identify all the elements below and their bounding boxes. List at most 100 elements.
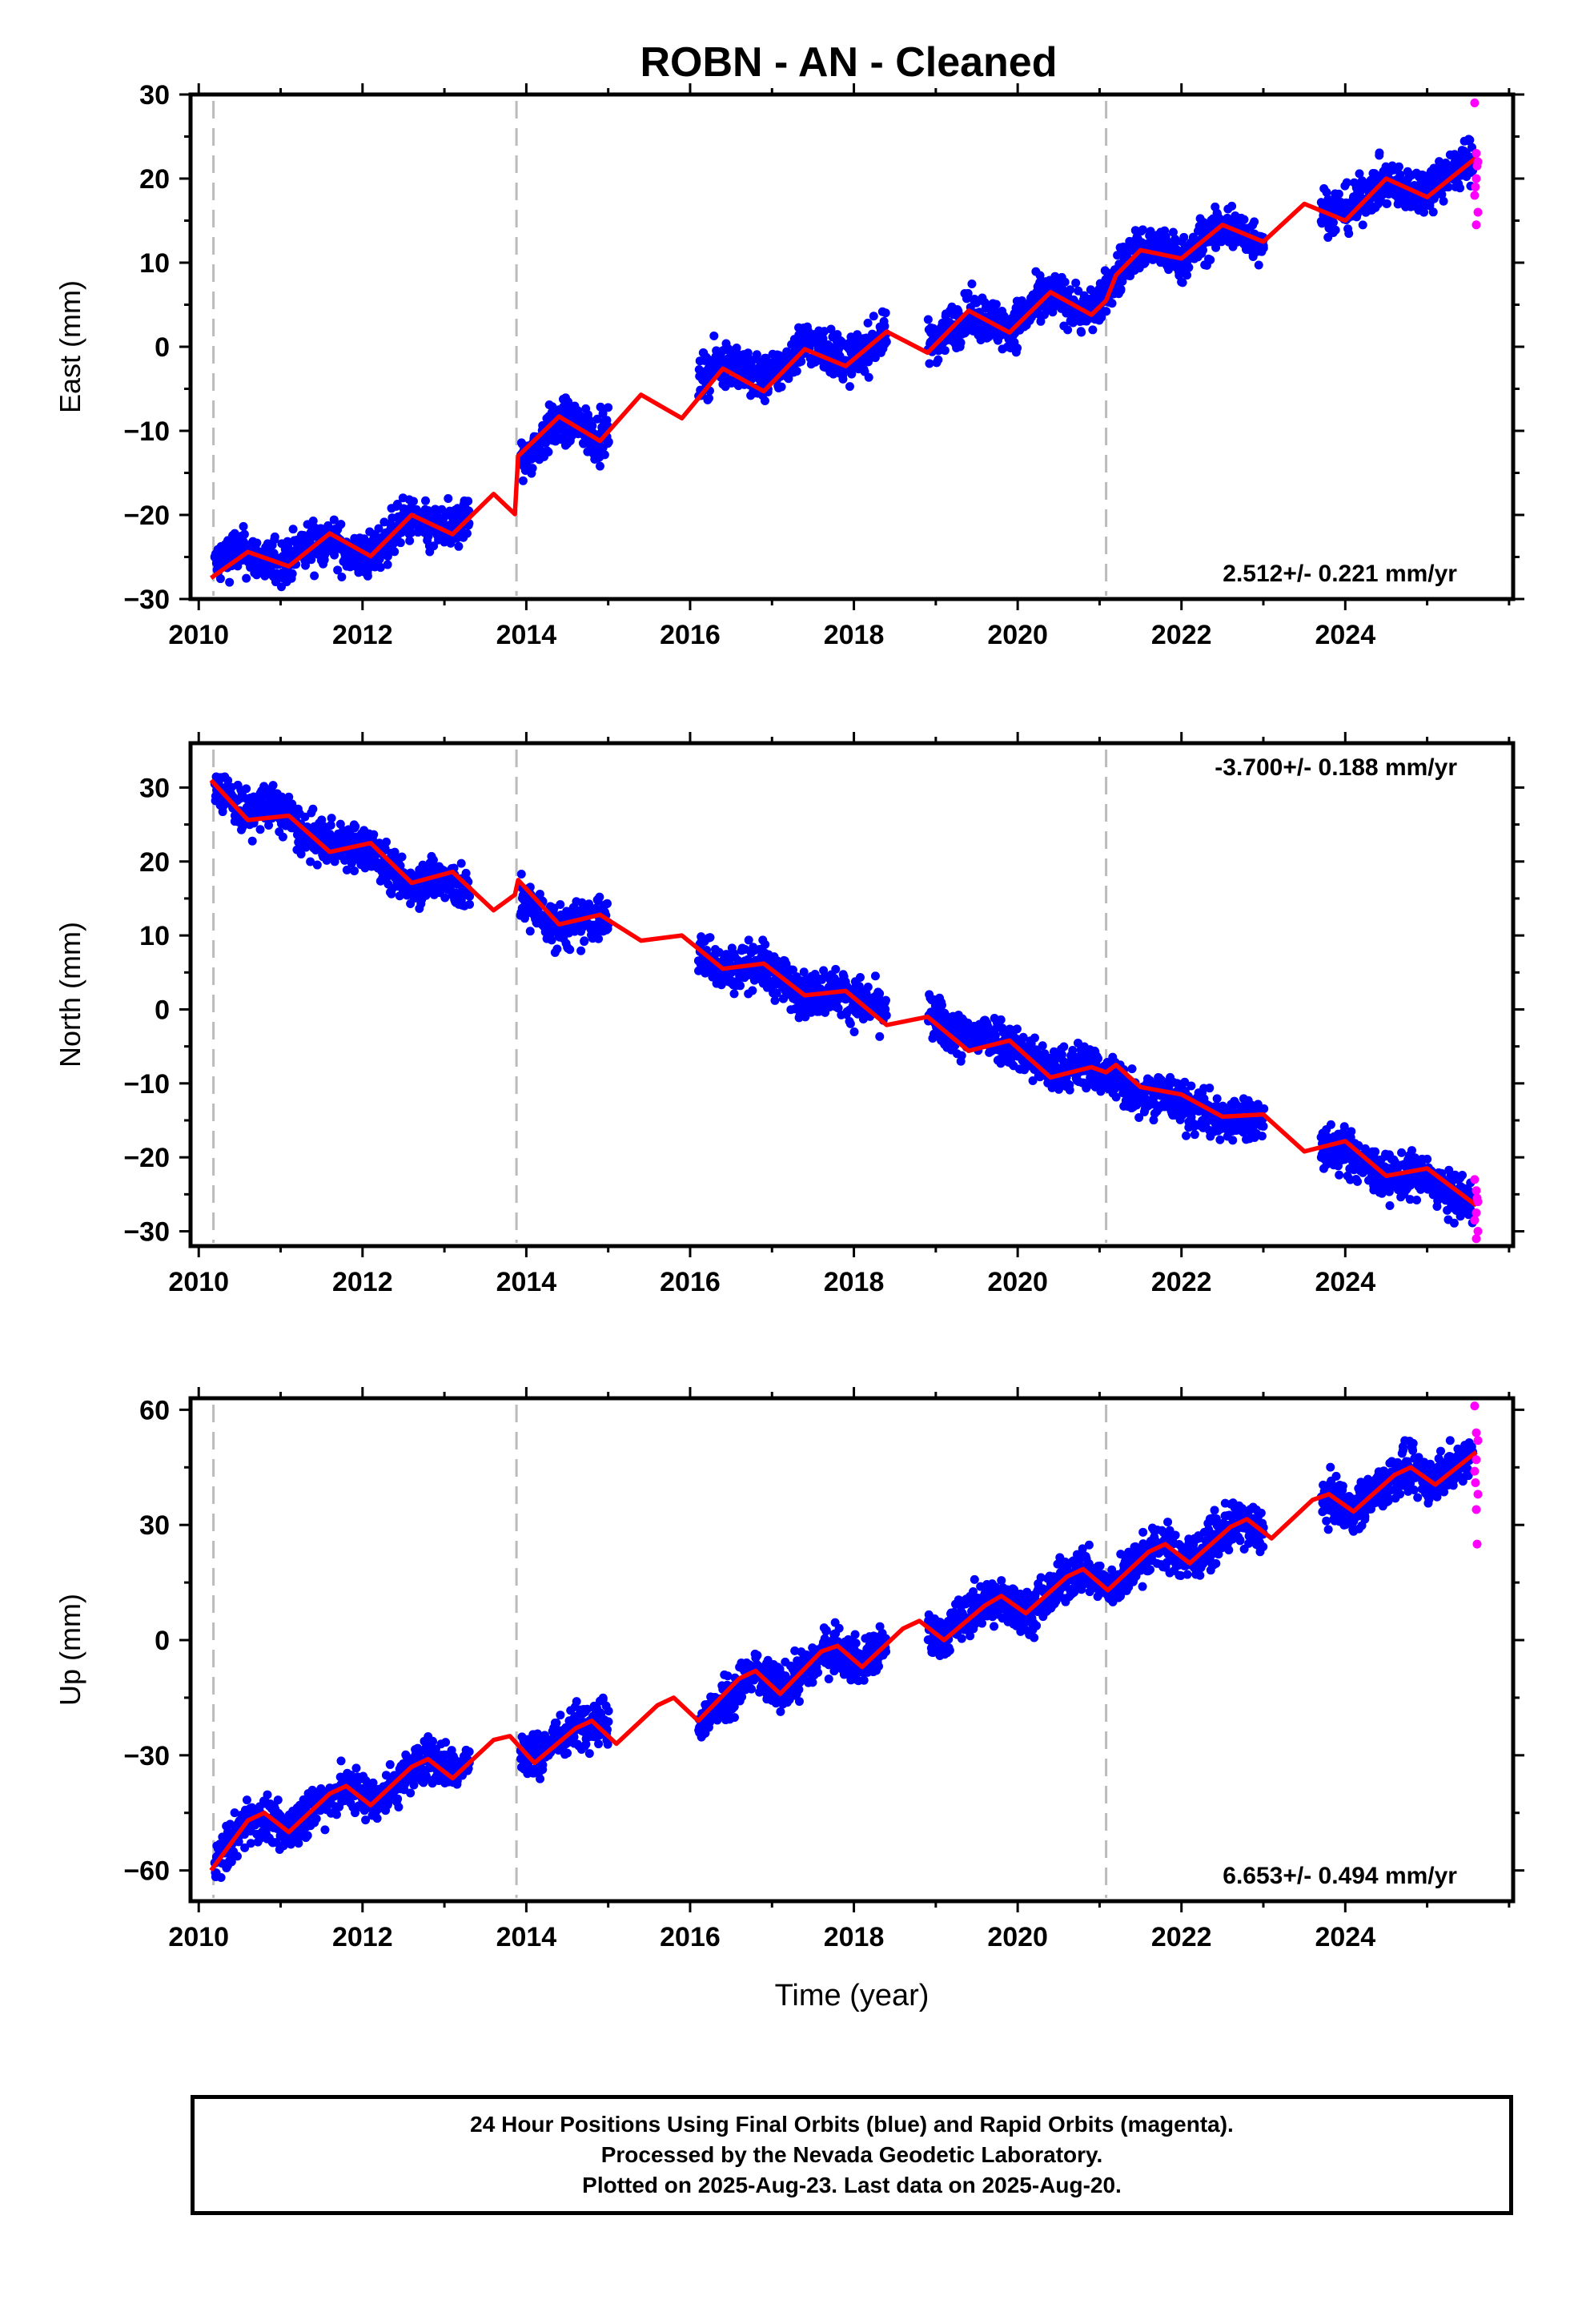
final-orbit-point bbox=[602, 899, 612, 908]
final-orbit-point bbox=[464, 497, 473, 506]
final-orbit-point bbox=[1257, 1132, 1267, 1141]
final-orbit-point bbox=[259, 565, 270, 575]
final-orbit-point bbox=[744, 935, 753, 945]
final-orbit-point bbox=[870, 971, 880, 981]
final-orbit-point bbox=[255, 825, 265, 834]
final-orbit-point bbox=[980, 1015, 990, 1026]
final-orbit-point bbox=[312, 860, 322, 870]
final-orbit-point bbox=[595, 461, 604, 471]
final-orbit-point bbox=[834, 344, 844, 353]
final-orbit-point bbox=[1250, 1116, 1260, 1125]
velocity-label: 2.512+/- 0.221 mm/yr bbox=[1223, 561, 1457, 587]
final-orbit-point bbox=[288, 525, 298, 534]
final-orbit-point bbox=[1013, 344, 1022, 353]
final-orbit-point bbox=[329, 515, 339, 525]
final-orbit-point bbox=[873, 993, 884, 1003]
x-tick-label: 2018 bbox=[824, 620, 885, 650]
final-orbit-point bbox=[1348, 1160, 1359, 1170]
final-orbit-point bbox=[247, 836, 257, 846]
final-orbit-point bbox=[604, 437, 613, 447]
final-orbit-point bbox=[1102, 307, 1111, 316]
x-tick-label: 2010 bbox=[168, 620, 229, 650]
final-orbit-point bbox=[1093, 1054, 1102, 1063]
final-orbit-point bbox=[1394, 162, 1403, 171]
final-orbit-point bbox=[324, 539, 335, 549]
final-orbit-point bbox=[1118, 276, 1127, 286]
final-orbit-point bbox=[1397, 1148, 1407, 1157]
final-orbit-point bbox=[1422, 178, 1432, 188]
y-tick-label: 0 bbox=[155, 332, 170, 363]
final-orbit-point bbox=[923, 315, 933, 324]
final-orbit-point bbox=[326, 820, 335, 830]
final-orbit-point bbox=[1323, 203, 1334, 213]
final-orbit-point bbox=[1038, 1041, 1047, 1051]
rapid-orbit-point bbox=[1472, 1193, 1482, 1203]
final-orbit-point bbox=[1186, 1081, 1196, 1091]
final-orbit-point bbox=[598, 408, 608, 418]
final-orbit-point bbox=[1465, 135, 1475, 145]
final-orbit-point bbox=[1419, 207, 1429, 217]
final-orbit-point bbox=[588, 421, 597, 431]
final-orbit-point bbox=[1107, 299, 1117, 308]
final-orbit-point bbox=[296, 849, 306, 858]
final-orbit-point bbox=[242, 573, 251, 583]
final-orbit-point bbox=[831, 964, 841, 974]
final-orbit-point bbox=[770, 995, 780, 1005]
y-tick-label: 10 bbox=[139, 248, 170, 279]
final-orbit-point bbox=[869, 312, 878, 321]
final-orbit-point bbox=[225, 577, 235, 587]
final-orbit-point bbox=[1250, 217, 1259, 227]
final-orbit-point bbox=[967, 279, 977, 288]
final-orbit-point bbox=[1395, 170, 1405, 179]
final-orbit-point bbox=[1377, 1188, 1387, 1198]
final-orbit-point bbox=[375, 563, 385, 573]
final-orbit-point bbox=[729, 989, 739, 999]
final-orbit-point bbox=[1180, 1077, 1190, 1087]
final-orbit-point bbox=[1036, 316, 1046, 326]
final-orbit-point bbox=[726, 346, 737, 356]
final-orbit-point bbox=[981, 304, 990, 313]
final-orbit-point bbox=[743, 348, 753, 358]
rapid-orbit-point bbox=[1472, 220, 1481, 230]
final-orbit-point bbox=[1348, 195, 1359, 205]
final-orbit-point bbox=[544, 447, 553, 456]
final-orbit-point bbox=[1190, 1130, 1199, 1140]
final-orbit-point bbox=[580, 936, 589, 946]
final-orbit-point bbox=[1206, 255, 1215, 264]
final-orbit-point bbox=[584, 899, 594, 909]
final-orbit-point bbox=[595, 892, 604, 902]
final-orbit-point bbox=[1078, 1056, 1088, 1067]
final-orbit-point bbox=[374, 860, 384, 870]
rapid-orbit-point bbox=[1472, 1234, 1481, 1244]
final-orbit-point bbox=[775, 979, 785, 989]
model-fit-line bbox=[209, 778, 1478, 1208]
final-orbit-point bbox=[1405, 1195, 1415, 1204]
final-orbit-point bbox=[392, 499, 402, 509]
final-orbit-point bbox=[1449, 1218, 1459, 1228]
final-orbit-point bbox=[327, 814, 336, 823]
final-orbit-point bbox=[1358, 220, 1367, 230]
final-orbits-cloud bbox=[210, 772, 1477, 1228]
final-orbit-point bbox=[1437, 190, 1447, 199]
final-orbit-point bbox=[858, 1015, 868, 1024]
final-orbit-point bbox=[604, 403, 613, 412]
rapid-orbit-point bbox=[1472, 174, 1481, 183]
final-orbit-point bbox=[1259, 1104, 1269, 1113]
final-orbit-point bbox=[535, 889, 544, 899]
final-orbit-point bbox=[465, 891, 475, 901]
final-orbit-point bbox=[518, 476, 528, 485]
final-orbit-point bbox=[1097, 312, 1106, 322]
final-orbit-point bbox=[428, 855, 438, 865]
final-orbit-point bbox=[1228, 1136, 1238, 1145]
final-orbit-point bbox=[242, 784, 251, 794]
final-orbit-point bbox=[1355, 169, 1364, 179]
final-orbit-point bbox=[1184, 263, 1194, 272]
final-orbit-point bbox=[1176, 258, 1186, 267]
final-orbit-point bbox=[824, 982, 834, 992]
y-tick-label: −20 bbox=[123, 501, 170, 531]
final-orbit-point bbox=[1176, 1108, 1186, 1118]
final-orbit-point bbox=[1030, 1033, 1039, 1043]
final-orbit-point bbox=[1443, 183, 1453, 192]
final-orbit-point bbox=[875, 1031, 885, 1041]
